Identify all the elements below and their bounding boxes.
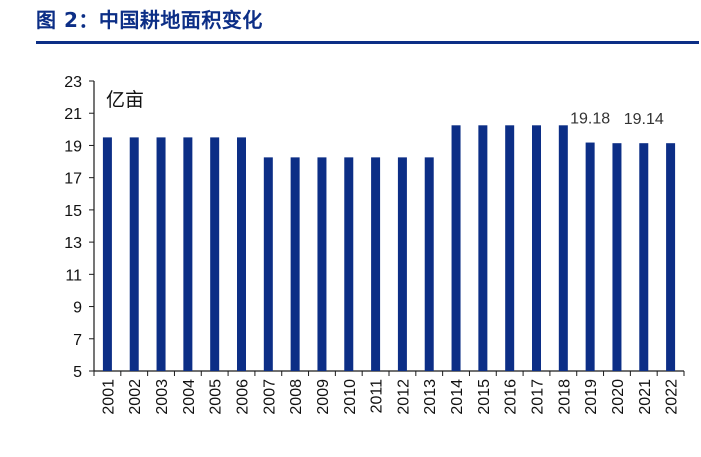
x-tick-label: 2009 (315, 379, 332, 415)
x-tick-label: 2001 (100, 379, 117, 415)
bar-series (102, 125, 676, 371)
bar-2022 (666, 143, 676, 371)
bar-2021 (639, 143, 649, 371)
y-tick-label: 5 (73, 364, 82, 381)
y-tick-label: 11 (65, 267, 82, 284)
x-tick-label: 2010 (342, 379, 359, 415)
bar-2016 (505, 125, 515, 371)
x-tick-label: 2019 (583, 379, 600, 415)
x-tick-label: 2011 (369, 379, 386, 414)
title-underline (36, 41, 699, 44)
bar-2012 (397, 157, 407, 371)
data-label: 19.18 (570, 111, 610, 128)
y-tick-labels: 5 7 9 11 13 15 17 19 21 23 (64, 74, 82, 381)
x-tick-labels: 2001 2002 2003 2004 2005 2006 2007 2008 2009 2010… (100, 379, 680, 415)
bar-2003 (156, 137, 166, 371)
x-tick-label: 2007 (261, 379, 278, 415)
bar-2007 (263, 157, 273, 371)
bar-2002 (129, 137, 139, 371)
y-tick-label: 19 (64, 138, 82, 155)
bar-2010 (344, 157, 354, 371)
bar-2006 (237, 137, 246, 371)
y-tick-label: 13 (64, 235, 82, 252)
bar-2014 (451, 125, 461, 371)
x-tick-label: 2008 (288, 379, 305, 415)
y-tick-label: 17 (64, 171, 82, 188)
bar-2018 (558, 125, 568, 371)
bar-2009 (317, 157, 327, 371)
bar-2004 (183, 137, 193, 371)
y-tick-label: 9 (73, 300, 82, 317)
figure-title: 图 2：中国耕地面积变化 (36, 8, 263, 32)
x-tick-label: 2002 (127, 379, 144, 415)
x-tick-label: 2022 (664, 379, 681, 415)
x-tick-label: 2021 (637, 379, 654, 415)
bar-2001 (102, 137, 112, 371)
x-tick-label: 2020 (610, 379, 627, 415)
bar-2011 (371, 157, 381, 371)
bar-2013 (424, 157, 434, 371)
data-label: 19.14 (624, 111, 664, 128)
y-tick-label: 21 (64, 106, 82, 123)
bar-2017 (532, 125, 541, 371)
x-tick-label: 2003 (154, 379, 171, 415)
bar-2008 (290, 157, 300, 371)
x-tick-label: 2006 (235, 379, 252, 415)
unit-label: 亿亩 (106, 89, 144, 111)
bar-2019 (585, 142, 595, 371)
data-labels: 19.18 19.14 (570, 111, 664, 129)
x-tick-label: 2014 (449, 379, 466, 415)
bar-2015 (478, 125, 488, 371)
bar-2005 (210, 137, 220, 371)
x-tick-label: 2005 (208, 379, 225, 415)
y-tick-label: 23 (64, 74, 82, 91)
y-tick-label: 15 (64, 203, 82, 220)
x-tick-label: 2013 (422, 379, 439, 415)
x-tick-label: 2012 (395, 379, 412, 415)
y-tick-label: 7 (73, 332, 82, 349)
x-tick-label: 2018 (556, 379, 573, 415)
bar-2020 (612, 143, 622, 371)
x-tick-label: 2015 (476, 379, 493, 415)
x-tick-label: 2016 (503, 379, 520, 415)
x-tick-label: 2017 (530, 379, 547, 415)
x-tick-label: 2004 (181, 379, 198, 415)
